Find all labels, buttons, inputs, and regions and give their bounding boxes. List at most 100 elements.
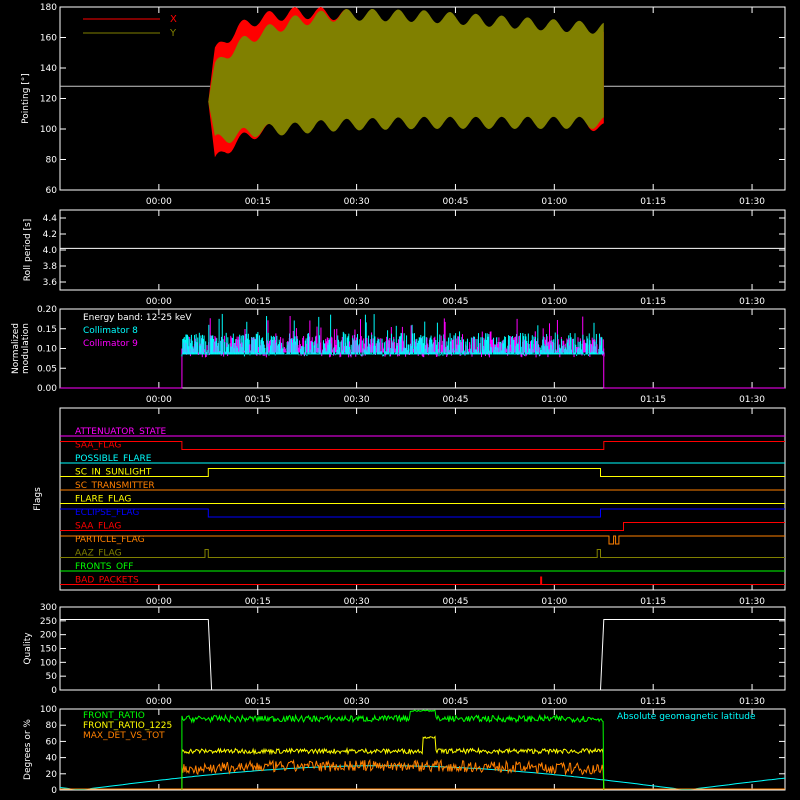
x-tick-label: 00:30 <box>344 197 370 207</box>
x-tick-label: 00:00 <box>146 597 172 607</box>
x-tick-label: 01:30 <box>739 697 765 707</box>
x-tick-label: 01:15 <box>640 395 666 405</box>
flag-line-sc_in_sunlight <box>60 468 785 477</box>
y-axis-label-line: Normalized <box>11 323 21 374</box>
x-tick-label: 00:15 <box>245 697 271 707</box>
flag-line-saa_flag <box>60 441 785 450</box>
legend-collimator8: Collimator 8 <box>83 326 138 336</box>
modulation-plot <box>60 313 785 389</box>
y-tick-label: 40 <box>46 754 58 764</box>
x-tick-label: 01:15 <box>640 597 666 607</box>
x-tick-label: 00:30 <box>344 297 370 307</box>
x-tick-label: 01:30 <box>739 597 765 607</box>
y-axis-label: Quality <box>23 632 33 665</box>
x-tick-label: 00:00 <box>146 297 172 307</box>
y-axis-label-line: modulation <box>21 323 31 374</box>
panel-frame <box>59 708 786 791</box>
flag-line-eclipse_flag <box>60 508 785 518</box>
x-tick-label: 00:30 <box>344 697 370 707</box>
y-tick-label: 300 <box>40 603 57 613</box>
series-geomag-latitude <box>60 765 785 790</box>
y-tick-label: 0.00 <box>37 384 57 394</box>
x-tick-label: 00:45 <box>442 395 468 405</box>
y-axis-label: Pointing [°] <box>21 73 31 124</box>
flag-label: BAD_PACKETS <box>75 576 139 586</box>
x-tick-label: 01:00 <box>541 697 567 707</box>
annotation-energy-band: Energy band: 12-25 keV <box>83 313 192 323</box>
y-tick-label: 20 <box>46 770 58 780</box>
series-front_ratio <box>181 709 605 790</box>
x-tick-label: 00:00 <box>146 697 172 707</box>
y-tick-label: 50 <box>46 672 58 682</box>
y-tick-label: 100 <box>40 658 57 668</box>
series-collimator9-edge <box>603 348 785 389</box>
x-tick-label: 01:00 <box>541 597 567 607</box>
legend-max-det-vs-tot: MAX_DET_VS_TOT <box>83 731 165 741</box>
y-axis-label: Flags <box>33 487 43 511</box>
x-tick-label: 01:15 <box>640 297 666 307</box>
flag-label: SAA_FLAG <box>75 522 121 532</box>
y-tick-label: 4.4 <box>43 214 58 224</box>
panel-frame <box>59 209 786 291</box>
flag-label: AAZ_FLAG <box>75 549 122 559</box>
flag-label: ATTENUATOR_STATE <box>75 427 167 437</box>
pointing-plot <box>60 7 785 158</box>
x-tick-label: 01:30 <box>739 297 765 307</box>
flag-label: ECLIPSE_FLAG <box>75 508 139 518</box>
series-front_ratio_1225 <box>181 735 605 790</box>
flag-label: SC_TRANSMITTER <box>75 481 155 491</box>
y-tick-label: 0 <box>51 786 57 796</box>
y-tick-label: 0 <box>51 686 57 696</box>
x-tick-label: 00:00 <box>146 395 172 405</box>
x-tick-label: 00:15 <box>245 597 271 607</box>
y-tick-label: 80 <box>46 721 58 731</box>
y-tick-label: 160 <box>40 34 57 44</box>
flag-line-aaz_flag <box>60 549 785 558</box>
y-tick-label: 150 <box>40 645 57 655</box>
y-axis-label: Normalizedmodulation <box>11 323 31 374</box>
x-tick-label: 00:15 <box>245 297 271 307</box>
flag-line-saa_flag <box>60 522 785 531</box>
flag-label: FLARE_FLAG <box>75 495 131 505</box>
flag-label: POSSIBLE_FLARE <box>75 454 152 464</box>
series-collimator9-edge <box>60 348 183 389</box>
legend-geomag-latitude: Absolute geomagnetic latitude <box>617 712 756 722</box>
y-tick-label: 4.2 <box>43 230 57 240</box>
x-tick-label: 01:15 <box>640 697 666 707</box>
flag-label: SAA_FLAG <box>75 441 121 451</box>
y-tick-label: 80 <box>46 156 58 166</box>
quality-line <box>60 619 785 691</box>
x-tick-label: 00:45 <box>442 197 468 207</box>
x-tick-label: 00:45 <box>442 297 468 307</box>
y-tick-label: 60 <box>46 737 58 747</box>
panel-frame <box>59 407 786 591</box>
y-tick-label: 3.6 <box>43 278 58 288</box>
flag-label: FRONTS_OFF <box>75 562 133 572</box>
y-tick-label: 250 <box>40 617 57 627</box>
legend-collimator9: Collimator 9 <box>83 339 138 349</box>
y-tick-label: 4.0 <box>43 246 58 256</box>
x-tick-label: 01:30 <box>739 197 765 207</box>
x-tick-label: 01:00 <box>541 197 567 207</box>
series-max_det_vs_tot <box>181 758 605 790</box>
x-tick-label: 00:30 <box>344 395 370 405</box>
y-tick-label: 120 <box>40 95 57 105</box>
y-tick-label: 200 <box>40 631 57 641</box>
ratio-plot <box>60 709 785 790</box>
flag-line-particle_flag <box>60 535 785 545</box>
x-tick-label: 00:45 <box>442 697 468 707</box>
y-axis-label: Degrees or % <box>23 719 33 780</box>
flag-label: SC_IN_SUNLIGHT <box>75 468 152 478</box>
x-tick-label: 01:15 <box>640 197 666 207</box>
y-tick-label: 3.8 <box>43 262 58 272</box>
series-y-band <box>208 9 604 144</box>
x-tick-label: 00:00 <box>146 197 172 207</box>
x-tick-label: 01:00 <box>541 395 567 405</box>
y-tick-label: 0.20 <box>37 305 57 315</box>
y-tick-label: 100 <box>40 125 57 135</box>
y-tick-label: 0.15 <box>37 325 57 335</box>
y-tick-label: 60 <box>46 186 58 196</box>
x-tick-label: 00:45 <box>442 597 468 607</box>
y-tick-label: 0.05 <box>37 364 57 374</box>
